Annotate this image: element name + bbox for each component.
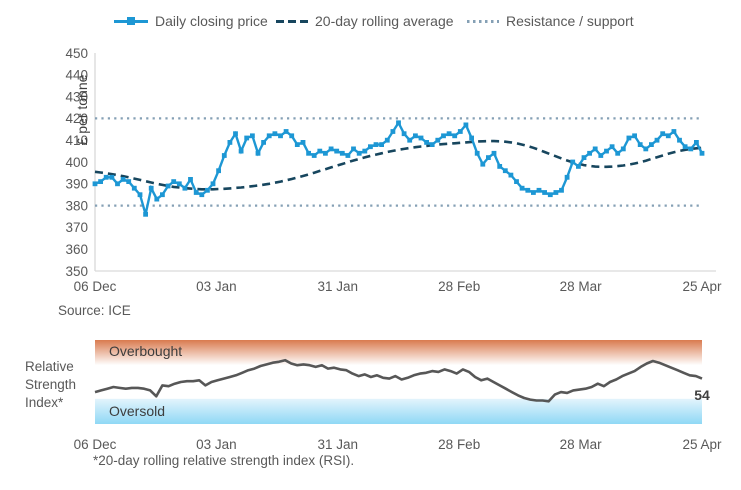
rsi-x-tick-label: 28 Feb: [438, 437, 480, 452]
y-axis-title: £ per tonne: [74, 74, 90, 146]
daily-price-line-swatch-icon: [114, 16, 148, 25]
y-tick-label: 450: [65, 46, 88, 61]
legend-label-daily: Daily closing price: [155, 13, 268, 29]
oversold-band-label: Oversold: [109, 403, 166, 419]
x-tick-label: 06 Dec: [74, 279, 117, 294]
x-tick-label: 25 Apr: [682, 279, 722, 294]
y-tick-label: 440: [65, 68, 88, 83]
daily-price-markers: [92, 120, 705, 217]
rsi-x-tick-label: 06 Dec: [74, 437, 117, 452]
rsi-x-tick-label: 03 Jan: [196, 437, 237, 452]
overbought-band-label: Overbought: [109, 343, 183, 359]
legend-label-resistance: Resistance / support: [506, 13, 634, 29]
rsi-current-value: 54: [694, 387, 710, 403]
overbought-band: [95, 340, 702, 366]
legend-label-average: 20-day rolling average: [315, 13, 454, 29]
rolling-average-line-swatch-icon: [276, 19, 308, 23]
legend-item-daily-closing-price: Daily closing price: [114, 11, 268, 31]
x-tick-label: 28 Mar: [560, 279, 603, 294]
legend-item-rolling-average: 20-day rolling average: [276, 11, 454, 31]
resistance-support-line-swatch-icon: [467, 19, 499, 23]
legend-item-resistance-support: Resistance / support: [467, 11, 634, 31]
rsi-x-tick-label: 31 Jan: [318, 437, 359, 452]
rsi-axis-title-line2: Strength: [25, 377, 77, 392]
daily-price-series: [94, 120, 704, 215]
x-tick-label: 31 Jan: [318, 279, 359, 294]
rsi-x-tick-label: 25 Apr: [682, 437, 722, 452]
rsi-axis-title-line1: Relative: [25, 359, 74, 374]
legend: Daily closing price 20-day rolling avera…: [0, 11, 741, 31]
y-tick-label: 390: [65, 177, 88, 192]
y-tick-label: 370: [65, 220, 88, 235]
rsi-axis-title: Relative Strength Index*: [25, 358, 76, 412]
y-tick-label: 430: [65, 89, 88, 104]
y-tick-label: 350: [65, 264, 88, 279]
y-tick-label: 360: [65, 242, 88, 257]
rsi-axis-title-line3: Index*: [25, 395, 64, 410]
rsi-x-tick-label: 28 Mar: [560, 437, 603, 452]
y-tick-label: 410: [65, 133, 88, 148]
y-tick-label: 420: [65, 111, 88, 126]
x-tick-label: 28 Feb: [438, 279, 480, 294]
x-tick-label: 03 Jan: [196, 279, 237, 294]
source-note: Source: ICE: [58, 303, 131, 318]
y-tick-label: 380: [65, 198, 88, 213]
oversold-band: [95, 398, 702, 424]
y-tick-label: 400: [65, 155, 88, 170]
rsi-series: [94, 358, 703, 403]
footnote: *20-day rolling relative strength index …: [93, 453, 355, 468]
